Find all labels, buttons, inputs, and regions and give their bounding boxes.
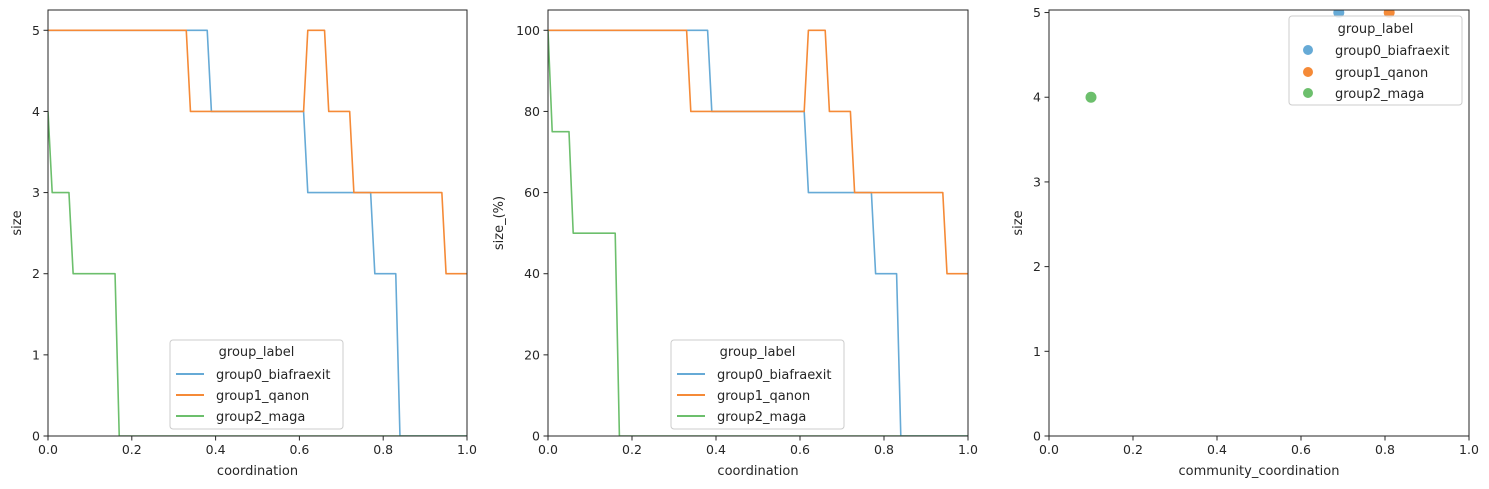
- y-axis-label: size: [1011, 210, 1026, 235]
- series-line-group1_qanon: [48, 29, 467, 275]
- axes-frame: [47, 9, 468, 437]
- x-axis-label: coordination: [717, 464, 798, 479]
- legend-label-group1: group1_qanon: [717, 389, 810, 404]
- legend-frame: [670, 339, 845, 430]
- legend-label-group2: group2_maga: [717, 410, 806, 425]
- series-line-group1_qanon: [548, 29, 968, 275]
- chart-panel-size: 0.0 0.2 0.4 0.6 0.8 1.0 0 1 2 3 4 5 coordination s…: [10, 9, 477, 479]
- y-tick-label: 20: [524, 347, 540, 362]
- series-line-group2_maga: [48, 111, 467, 436]
- legend-item-group0: group0_biafraexit: [176, 368, 330, 383]
- legend-title: group_label: [1338, 22, 1414, 37]
- x-tick-label: 0.0: [1039, 442, 1059, 457]
- y-tick-label: 5: [1033, 5, 1041, 20]
- legend-item-group1: group1_qanon: [677, 389, 810, 404]
- plot-area: [548, 29, 968, 436]
- x-tick-label: 0.8: [874, 442, 894, 457]
- legend-label-group0: group0_biafraexit: [216, 368, 330, 383]
- y-tick-label: 0: [532, 429, 540, 444]
- legend-swatch-group2: [1303, 88, 1313, 98]
- x-tick-label: 0.6: [1291, 442, 1311, 457]
- x-axis-label: coordination: [217, 464, 298, 479]
- scatter-point-group2_maga: [1085, 91, 1097, 103]
- x-tick-label: 0.4: [206, 442, 226, 457]
- x-ticks: 0.0 0.2 0.4 0.6 0.8 1.0: [538, 436, 978, 457]
- legend-label-group1: group1_qanon: [1335, 66, 1428, 81]
- y-tick-label: 1: [1033, 344, 1041, 359]
- x-tick-label: 1.0: [457, 442, 477, 457]
- legend-item-group0: group0_biafraexit: [677, 368, 831, 383]
- legend-item-group1: group1_qanon: [176, 389, 309, 404]
- legend-item-group0: group0_biafraexit: [1303, 44, 1449, 59]
- x-tick-label: 0.0: [38, 442, 58, 457]
- chart-panel-community-scatter: 0.0 0.2 0.4 0.6 0.8 1.0 0 1 2 3 4 5 community_coor…: [1011, 5, 1479, 479]
- legend-swatch-group1: [1303, 67, 1313, 77]
- y-tick-label: 60: [524, 185, 540, 200]
- y-tick-label: 3: [1033, 174, 1041, 189]
- legend: group_label group0_biafraexit group1_qan…: [670, 339, 845, 430]
- legend-swatch-group0: [1303, 45, 1313, 55]
- y-tick-label: 0: [1033, 429, 1041, 444]
- legend-item-group2: group2_maga: [677, 410, 806, 425]
- legend-item-group2: group2_maga: [176, 410, 305, 425]
- y-tick-label: 80: [524, 104, 540, 119]
- x-tick-label: 0.8: [1375, 442, 1395, 457]
- series-line-group2_maga: [548, 30, 968, 436]
- y-ticks: 0 20 40 60 80 100: [516, 23, 548, 444]
- axes-frame: [547, 9, 969, 437]
- y-tick-label: 100: [516, 23, 540, 38]
- legend: group_label group0_biafraexit group1_qan…: [169, 339, 344, 430]
- x-tick-label: 0.6: [289, 442, 309, 457]
- y-tick-label: 3: [32, 185, 40, 200]
- x-tick-label: 0.2: [122, 442, 142, 457]
- legend-item-group1: group1_qanon: [1303, 66, 1428, 81]
- x-ticks: 0.0 0.2 0.4 0.6 0.8 1.0: [1039, 436, 1479, 457]
- plot-area: [48, 29, 467, 436]
- legend-label-group2: group2_maga: [1335, 87, 1424, 102]
- legend-title: group_label: [720, 345, 796, 360]
- y-tick-label: 0: [32, 429, 40, 444]
- y-axis-label: size: [10, 210, 25, 235]
- y-tick-label: 4: [1033, 90, 1041, 105]
- x-tick-label: 0.4: [1207, 442, 1227, 457]
- legend-label-group0: group0_biafraexit: [717, 368, 831, 383]
- x-tick-label: 0.0: [538, 442, 558, 457]
- legend: group_label group0_biafraexit group1_qan…: [1288, 15, 1463, 106]
- x-tick-label: 1.0: [1459, 442, 1479, 457]
- y-tick-label: 2: [32, 266, 40, 281]
- y-tick-label: 40: [524, 266, 540, 281]
- y-axis-label: size_(%): [492, 196, 507, 250]
- x-tick-label: 1.0: [958, 442, 978, 457]
- y-tick-label: 2: [1033, 259, 1041, 274]
- y-tick-label: 1: [32, 347, 40, 362]
- x-tick-label: 0.8: [373, 442, 393, 457]
- y-ticks: 0 1 2 3 4 5: [1033, 5, 1049, 444]
- x-tick-label: 0.4: [706, 442, 726, 457]
- x-ticks: 0.0 0.2 0.4 0.6 0.8 1.0: [38, 436, 477, 457]
- x-axis-label: community_coordination: [1179, 464, 1340, 479]
- series-line-group0_biafraexit: [548, 29, 968, 436]
- legend-item-group2: group2_maga: [1303, 87, 1424, 102]
- legend-label-group1: group1_qanon: [216, 389, 309, 404]
- legend-label-group2: group2_maga: [216, 410, 305, 425]
- legend-title: group_label: [219, 345, 295, 360]
- legend-frame: [1288, 15, 1463, 106]
- y-tick-label: 5: [32, 23, 40, 38]
- y-ticks: 0 1 2 3 4 5: [32, 23, 48, 444]
- axes-frame: [1048, 9, 1470, 437]
- x-tick-label: 0.2: [622, 442, 642, 457]
- y-tick-label: 4: [32, 104, 40, 119]
- chart-panel-size-percent: 0.0 0.2 0.4 0.6 0.8 1.0 0 20 40 60 80 100 coordina…: [492, 9, 978, 479]
- x-tick-label: 0.2: [1123, 442, 1143, 457]
- legend-label-group0: group0_biafraexit: [1335, 44, 1449, 59]
- series-line-group0_biafraexit: [48, 29, 467, 436]
- x-tick-label: 0.6: [790, 442, 810, 457]
- legend-frame: [169, 339, 344, 430]
